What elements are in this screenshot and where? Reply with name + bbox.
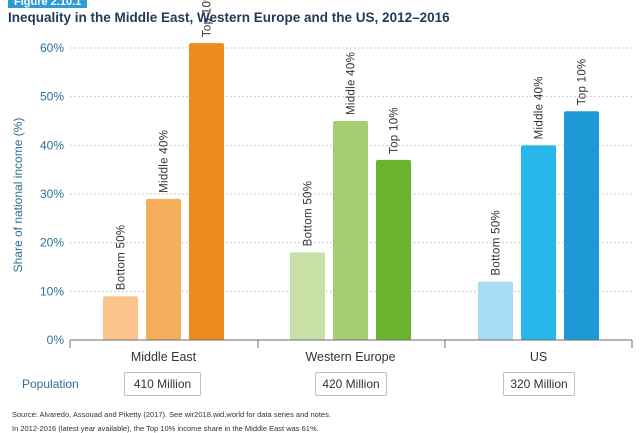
bar-label: Top 10%: [389, 107, 401, 154]
x-axis: [69, 339, 633, 348]
bar: [333, 121, 368, 340]
bar-label: Middle 40%: [346, 52, 358, 115]
y-tick-label: 50%: [40, 90, 64, 104]
population-western-europe: 420 Million: [315, 372, 387, 396]
group-labels: Middle East Western Europe US: [131, 350, 547, 364]
bar-label: Bottom 50%: [491, 210, 503, 276]
y-axis-label: Share of national income (%): [11, 118, 25, 273]
bar-chart: 0% 10% 20% 30% 40% 50% 60% Share of national i…: [11, 0, 633, 364]
bar-label: Top 10%: [577, 58, 589, 105]
bar-label: Bottom 50%: [116, 225, 128, 291]
y-tick-label: 40%: [40, 138, 64, 152]
bar-label: Middle 40%: [534, 76, 546, 139]
source-note: Source: Alvaredo, Assouad and Piketty (2…: [12, 410, 331, 419]
chart-title: Inequality in the Middle East, Western E…: [8, 10, 450, 25]
bar: [290, 252, 325, 340]
y-tick-label: 0%: [47, 333, 65, 347]
bar-label: Top 10%: [202, 0, 214, 37]
bars: [103, 43, 599, 341]
bar: [103, 296, 138, 340]
group-label: Middle East: [131, 350, 197, 364]
bar-label: Bottom 50%: [303, 181, 315, 247]
bar: [146, 198, 181, 340]
population-us: 320 Million: [503, 372, 575, 396]
y-tick-label: 30%: [40, 187, 64, 201]
bar: [189, 43, 224, 341]
y-tick-labels: 0% 10% 20% 30% 40% 50% 60%: [40, 41, 64, 347]
population-middle-east: 410 Million: [124, 372, 201, 396]
bar: [564, 111, 599, 341]
bar: [521, 145, 556, 340]
population-label: Population: [22, 377, 79, 391]
group-label: Western Europe: [305, 350, 395, 364]
bar: [478, 281, 513, 340]
bar-label: Middle 40%: [159, 130, 171, 193]
y-tick-label: 60%: [40, 41, 64, 55]
footnote: In 2012-2016 (latest year available), th…: [12, 424, 319, 433]
bar: [376, 159, 411, 340]
y-tick-label: 20%: [40, 236, 64, 250]
group-label: US: [530, 350, 547, 364]
figure-tag: Figure 2.10.1: [8, 0, 88, 8]
bar-labels: Bottom 50% Middle 40% Top 10% Bottom 50% Mid…: [116, 0, 589, 290]
y-tick-label: 10%: [40, 284, 64, 298]
